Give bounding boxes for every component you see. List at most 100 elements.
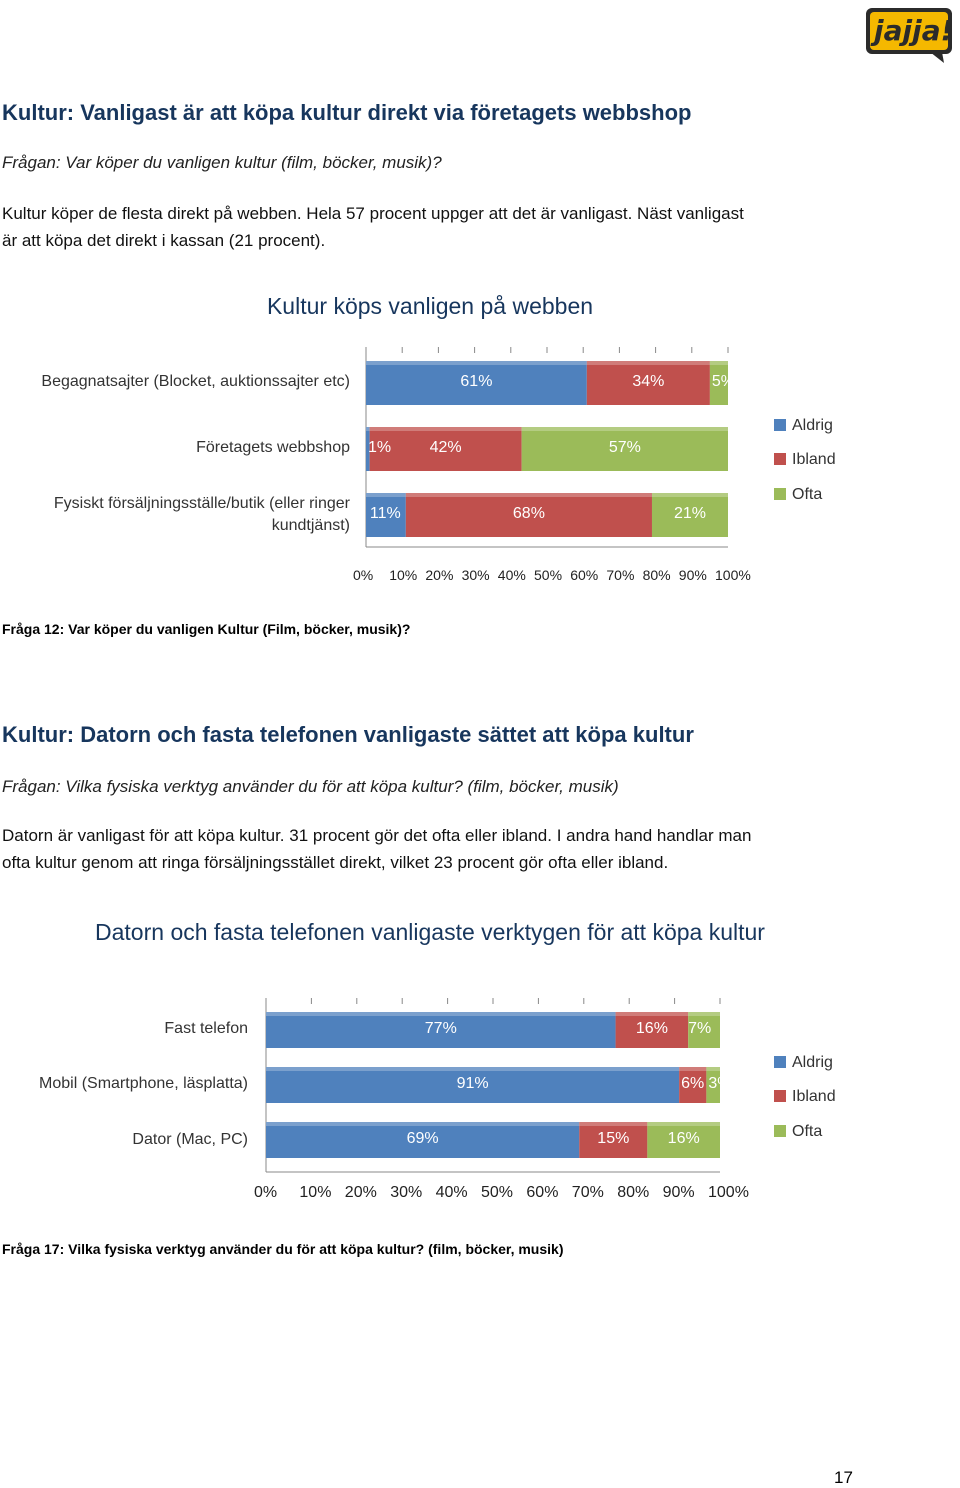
- chart2-bar-highlight: [615, 1012, 689, 1016]
- chart2-data-label: 3%: [708, 1075, 732, 1092]
- chart1-data-label: 34%: [632, 373, 665, 390]
- page-number: 17: [834, 1468, 853, 1487]
- chart1-bar-highlight: [369, 427, 522, 431]
- chart1-title: Kultur köps vanligen på webben: [266, 293, 594, 319]
- chart1-bar-ibland-1: [586, 361, 710, 405]
- chart1-data-label: 57%: [608, 439, 641, 456]
- chart-datorn-telefonen: Datorn och fasta telefonen vanligaste ve…: [0, 910, 960, 1215]
- chart2-bar-ibland-2: [679, 1067, 707, 1103]
- chart2-bar-ofta-1: [688, 1012, 720, 1048]
- chart2-legend-ibland-label: Ibland: [792, 1088, 836, 1105]
- chart2-bar-highlight: [688, 1012, 720, 1016]
- chart2-legend-aldrig: Aldrig: [774, 1054, 833, 1072]
- chart1-bar-highlight: [405, 493, 652, 497]
- chart1-bar-highlight: [366, 493, 406, 497]
- chart1-tick-label: 80%: [642, 567, 671, 583]
- chart2-tick-label: 0%: [254, 1184, 278, 1201]
- section2-caption: Fråga 17: Vilka fysiska verktyg använder…: [2, 1241, 564, 1257]
- chart2-data-label: 77%: [424, 1020, 457, 1037]
- chart2-bar-highlight: [266, 1067, 680, 1071]
- chart1-tick-label: 20%: [425, 567, 454, 583]
- chart1-legend-aldrig-label: Aldrig: [792, 417, 833, 434]
- chart1-bar-aldrig-3: [366, 493, 406, 537]
- logo-text: jajja!: [874, 14, 954, 47]
- chart1-data-label: 42%: [429, 439, 462, 456]
- chart1-tick-label: 30%: [461, 567, 490, 583]
- chart1-legend-ofta: Ofta: [774, 486, 822, 504]
- chart2-bar-highlight: [579, 1122, 648, 1126]
- chart1-bar-aldrig-2: [366, 427, 370, 471]
- chart1-data-label: 21%: [673, 505, 707, 522]
- chart2-data-label: 69%: [406, 1130, 439, 1147]
- chart2-tick-label: 80%: [617, 1184, 650, 1201]
- chart2-category-3: Dator (Mac, PC): [132, 1131, 248, 1148]
- chart2-bar-aldrig-1: [266, 1012, 616, 1048]
- chart1-tick-label: 10%: [389, 567, 418, 583]
- chart1-tick-label: 50%: [534, 567, 563, 583]
- chart2-bar-highlight: [266, 1122, 580, 1126]
- chart1-data-label: 5%: [711, 373, 736, 390]
- chart1-tick-label: 100%: [715, 567, 751, 583]
- chart2-tick-label: 100%: [708, 1184, 749, 1201]
- chart2-title: Datorn och fasta telefonen vanligaste ve…: [95, 919, 765, 945]
- section2-paragraph-line-1: Datorn är vanligast för att köpa kultur.…: [2, 826, 752, 845]
- chart2-legend-ofta-label: Ofta: [792, 1123, 823, 1140]
- chart1-tick-label: 90%: [678, 567, 707, 583]
- chart1-tick-label: 60%: [570, 567, 599, 583]
- chart2-bar-highlight: [647, 1122, 720, 1126]
- chart1-legend-ofta-label: Ofta: [792, 486, 823, 503]
- chart2-tick-label: 30%: [390, 1184, 423, 1201]
- chart1-data-label: 68%: [512, 505, 545, 522]
- chart1-data-label: 61%: [460, 373, 493, 390]
- chart2-tick-label: 60%: [526, 1184, 559, 1201]
- chart2-legend-ibland: Ibland: [774, 1088, 836, 1106]
- chart2-tick-label: 10%: [299, 1184, 332, 1201]
- section2-heading: Kultur: Datorn och fasta telefonen vanli…: [2, 722, 694, 747]
- chart1-bar-ofta-3: [651, 493, 728, 537]
- chart2-legend-aldrig-label: Aldrig: [792, 1054, 833, 1071]
- chart2-tick-label: 50%: [481, 1184, 514, 1201]
- chart1-legend-aldrig: Aldrig: [774, 417, 833, 435]
- chart1-bar-aldrig-1: [366, 361, 587, 405]
- chart2-data-label: 15%: [597, 1130, 630, 1147]
- section1-heading: Kultur: Vanligast är att köpa kultur dir…: [2, 100, 692, 125]
- chart1-tick-label: 0%: [353, 567, 374, 583]
- chart2-bar-highlight: [706, 1067, 720, 1071]
- chart1-bar-highlight: [586, 361, 710, 365]
- section1-question: Frågan: Var köper du vanligen kultur (fi…: [2, 153, 442, 172]
- chart2-data-label: 6%: [681, 1075, 705, 1092]
- chart1-bar-ofta-1: [709, 361, 728, 405]
- chart1-category-1: Begagnatsajter (Blocket, auktionssajter …: [41, 373, 350, 390]
- chart2-data-label: 91%: [456, 1075, 489, 1092]
- chart2-bar-ibland-1: [615, 1012, 689, 1048]
- chart1-data-label: 1%: [368, 439, 392, 456]
- chart2-tick-label: 40%: [435, 1184, 468, 1201]
- chart1-bar-highlight: [651, 493, 728, 497]
- chart2-bar-highlight: [266, 1012, 616, 1016]
- chart2-tick-label: 90%: [662, 1184, 695, 1201]
- chart2-tick-label: 20%: [344, 1184, 377, 1201]
- chart2-bar-ofta-3: [647, 1122, 720, 1158]
- chart2-data-label: 16%: [635, 1020, 668, 1037]
- chart1-legend-ibland: Ibland: [774, 451, 836, 469]
- chart2-bar-aldrig-2: [266, 1067, 680, 1103]
- chart1-plot: [365, 347, 729, 548]
- chart2-data-label: 16%: [667, 1130, 700, 1147]
- chart2-bar-ofta-2: [706, 1067, 720, 1103]
- chart2-bar-aldrig-3: [266, 1122, 580, 1158]
- section1-caption: Fråga 12: Var köper du vanligen Kultur (…: [2, 621, 411, 637]
- chart2-category-2: Mobil (Smartphone, läsplatta): [39, 1075, 248, 1092]
- chart2-tick-label: 70%: [571, 1184, 604, 1201]
- chart2-category-1: Fast telefon: [164, 1020, 248, 1037]
- chart-kultur-kops: Kultur köps vanligen på webben Begagnats…: [0, 285, 960, 605]
- section1-paragraph-line-2: är att köpa det direkt i kassan (21 proc…: [2, 231, 326, 250]
- chart1-bar-ibland-2: [369, 427, 522, 471]
- chart2-legend-ofta: Ofta: [774, 1123, 822, 1141]
- chart2-bar-ibland-3: [579, 1122, 648, 1158]
- chart1-bar-highlight: [521, 427, 728, 431]
- chart1-bar-ofta-2: [521, 427, 728, 471]
- chart1-legend-ibland-label: Ibland: [792, 451, 836, 468]
- section2-paragraph-line-2: ofta kultur genom att ringa försäljnings…: [2, 853, 669, 872]
- jajja-logo: jajja!: [864, 6, 956, 64]
- chart2-data-label: 7%: [688, 1020, 712, 1037]
